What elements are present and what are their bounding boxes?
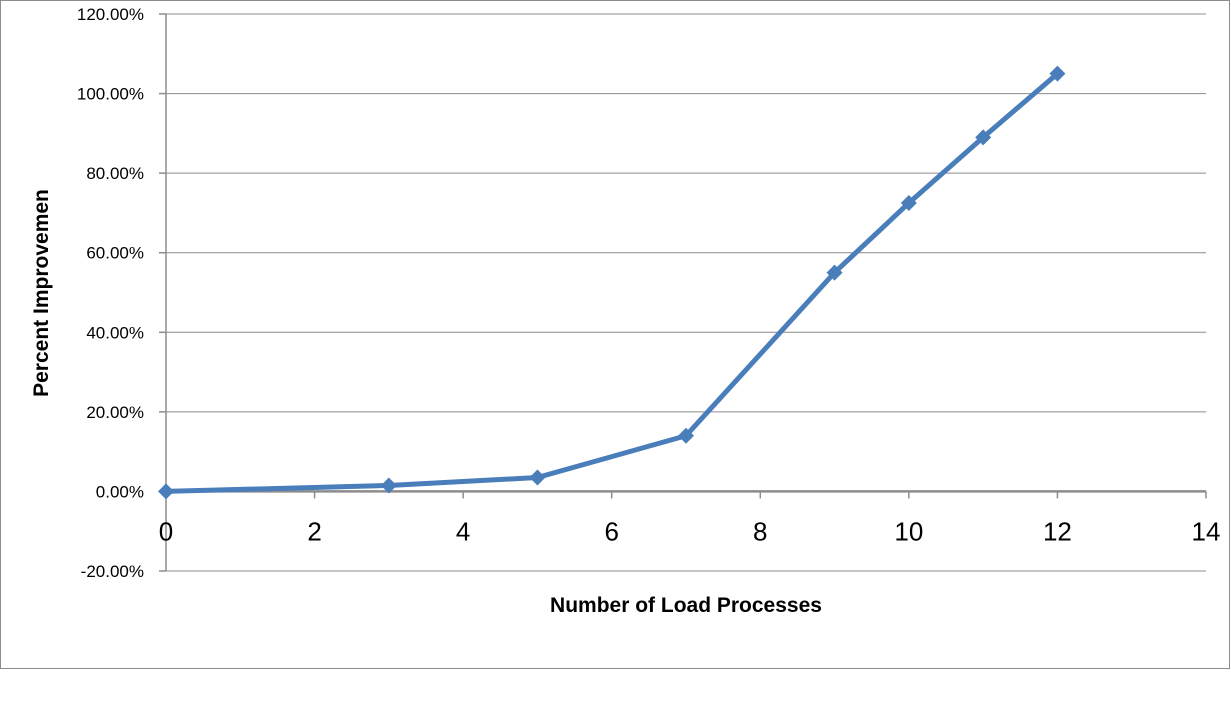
data-point-marker bbox=[158, 483, 174, 500]
data-point-marker bbox=[1049, 65, 1066, 82]
y-tick-label: -20.00% bbox=[81, 562, 144, 581]
tick-labels: -20.00% 0.00% 20.00% 40.00% 60.00% 80.00% 100.… bbox=[77, 5, 1221, 581]
y-tick-label: 0.00% bbox=[96, 482, 144, 501]
data-point-marker bbox=[380, 477, 397, 494]
x-tick-label: 0 bbox=[159, 516, 173, 546]
series-1 bbox=[158, 65, 1066, 500]
y-axis-title: Percent Improvemen bbox=[30, 189, 53, 397]
y-tick-label: 40.00% bbox=[86, 323, 144, 342]
data-point-marker bbox=[975, 129, 992, 146]
x-tick-label: 10 bbox=[894, 516, 923, 546]
x-tick-label: 12 bbox=[1043, 516, 1072, 546]
x-tick-label: 4 bbox=[456, 516, 470, 546]
x-tick-label: 8 bbox=[753, 516, 767, 546]
x-tick-label: 14 bbox=[1192, 516, 1221, 546]
x-tick-label: 6 bbox=[604, 516, 618, 546]
x-axis-title: Number of Load Processes bbox=[550, 594, 822, 617]
data-point-marker bbox=[529, 469, 546, 486]
y-tick-label: 80.00% bbox=[86, 164, 144, 183]
series-line bbox=[163, 71, 1060, 494]
data-point-marker bbox=[678, 427, 694, 444]
x-tick-label: 2 bbox=[307, 516, 321, 546]
data-point-marker bbox=[826, 264, 843, 281]
y-tick-label: 100.00% bbox=[77, 85, 144, 104]
data-point-marker bbox=[900, 194, 917, 211]
y-tick-label: 20.00% bbox=[86, 403, 144, 422]
y-tick-label: 120.00% bbox=[77, 5, 144, 24]
y-tick-label: 60.00% bbox=[86, 244, 144, 263]
chart-frame bbox=[0, 0, 1230, 669]
